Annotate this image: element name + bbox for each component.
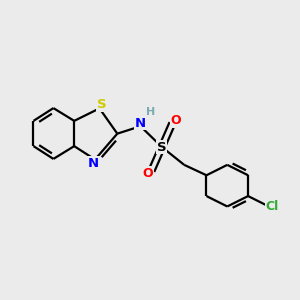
Text: Cl: Cl [266,200,279,213]
Text: N: N [88,157,99,169]
Text: S: S [157,140,167,154]
Text: O: O [170,114,181,128]
Text: N: N [135,117,146,130]
Text: O: O [142,167,153,180]
Text: H: H [146,107,155,117]
Text: S: S [97,98,107,111]
